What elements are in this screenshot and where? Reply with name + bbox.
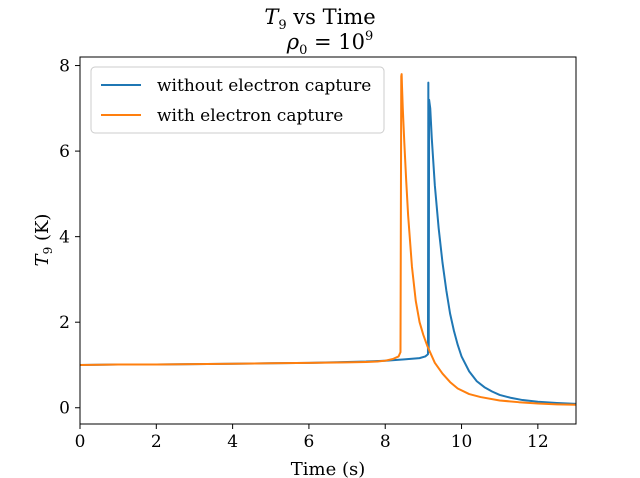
chart-subtitle: ρ0 = 109 — [286, 29, 374, 58]
y-axis-ticks: 0 2 4 6 8 — [59, 57, 80, 419]
y-tick-label: 0 — [59, 399, 70, 419]
legend: without electron capture with electron c… — [90, 66, 385, 134]
y-axis-label: T9 (K) — [32, 214, 55, 267]
series-layer — [79, 73, 577, 406]
x-axis-label: Time (s) — [291, 459, 366, 478]
legend-label-without-electron-capture: without electron capture — [157, 76, 371, 96]
x-tick-label: 10 — [451, 432, 473, 452]
chart-title: T9 vs Time — [264, 5, 375, 33]
x-tick-label: 2 — [151, 432, 162, 452]
y-tick-label: 4 — [59, 228, 70, 248]
y-tick-label: 2 — [59, 313, 70, 333]
legend-box — [90, 66, 385, 134]
legend-label-with-electron-capture: with electron capture — [157, 106, 343, 126]
x-tick-label: 8 — [380, 432, 391, 452]
x-tick-label: 0 — [75, 432, 86, 452]
y-tick-label: 6 — [59, 142, 70, 162]
series-line-with-electron-capture — [79, 73, 577, 406]
x-axis-ticks: 0 2 4 6 8 10 12 — [75, 424, 549, 452]
x-tick-label: 12 — [527, 432, 549, 452]
y-tick-label: 8 — [59, 57, 70, 77]
plot-frame — [79, 56, 577, 425]
x-tick-label: 4 — [227, 432, 238, 452]
x-tick-label: 6 — [304, 432, 315, 452]
